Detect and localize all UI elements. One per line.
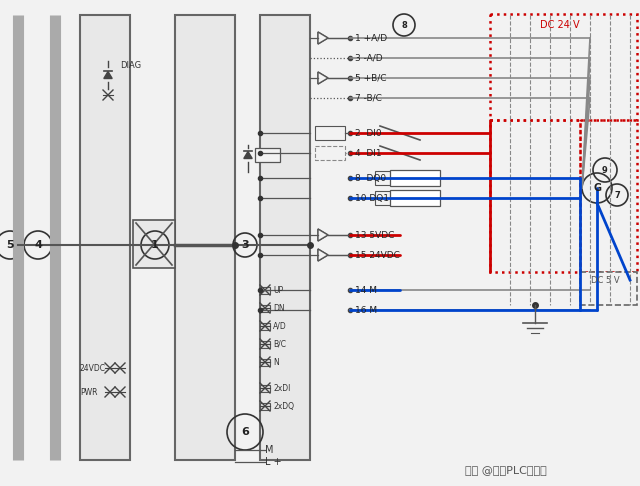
Bar <box>133 220 175 268</box>
Polygon shape <box>318 229 328 241</box>
Text: N: N <box>273 358 279 366</box>
Text: 4  DI1: 4 DI1 <box>355 149 381 157</box>
Polygon shape <box>318 32 328 44</box>
Bar <box>580 272 637 305</box>
Bar <box>580 120 637 272</box>
Text: 24VDC: 24VDC <box>80 364 106 372</box>
Text: M: M <box>265 445 273 455</box>
Polygon shape <box>318 249 328 261</box>
Bar <box>375 191 415 205</box>
Text: 16 M: 16 M <box>355 306 377 314</box>
Text: PWR: PWR <box>80 387 97 397</box>
Text: 3 -A/D: 3 -A/D <box>355 53 383 63</box>
Bar <box>490 120 580 272</box>
Text: 8: 8 <box>401 20 407 30</box>
Text: 15 24VDC: 15 24VDC <box>355 250 400 260</box>
Text: 7: 7 <box>614 191 620 199</box>
Bar <box>375 171 415 185</box>
Text: 14 M: 14 M <box>355 285 377 295</box>
Text: B/C: B/C <box>273 340 286 348</box>
Bar <box>260 15 310 460</box>
Text: G: G <box>593 183 601 193</box>
Text: 13 5VDC: 13 5VDC <box>355 230 394 240</box>
Polygon shape <box>104 71 112 79</box>
Polygon shape <box>318 72 328 84</box>
Bar <box>260 305 270 312</box>
Text: 8  DQ0: 8 DQ0 <box>355 174 386 183</box>
Polygon shape <box>318 32 328 44</box>
Text: DIAG: DIAG <box>120 60 141 69</box>
Text: 2xDQ: 2xDQ <box>273 401 294 411</box>
Text: DC 24 V: DC 24 V <box>540 20 580 30</box>
Bar <box>490 14 637 120</box>
Text: UP: UP <box>273 285 283 295</box>
Text: DC 5 V: DC 5 V <box>591 276 620 285</box>
Text: 6: 6 <box>241 427 249 437</box>
Text: DN: DN <box>273 303 285 312</box>
Bar <box>390 190 440 206</box>
Text: 2  DI0: 2 DI0 <box>355 128 381 138</box>
Bar <box>260 287 270 294</box>
Text: 头条 @工控PLC布道师: 头条 @工控PLC布道师 <box>465 465 547 475</box>
Bar <box>260 359 270 365</box>
Text: 9: 9 <box>602 166 608 174</box>
Polygon shape <box>244 152 252 158</box>
Text: A/D: A/D <box>273 322 287 330</box>
Bar <box>260 384 270 392</box>
Text: 5 +B/C: 5 +B/C <box>355 73 387 83</box>
Bar <box>255 148 280 162</box>
Text: 7 -B/C: 7 -B/C <box>355 93 382 103</box>
Polygon shape <box>318 229 328 241</box>
Bar <box>260 402 270 410</box>
Text: 3: 3 <box>241 240 249 250</box>
Bar <box>80 15 130 460</box>
Bar <box>390 170 440 186</box>
Text: L +: L + <box>265 457 282 467</box>
Bar <box>175 15 235 460</box>
Polygon shape <box>318 249 328 261</box>
Bar <box>315 126 345 140</box>
Bar <box>260 341 270 347</box>
Text: 10 DQ1: 10 DQ1 <box>355 193 389 203</box>
Bar <box>315 146 345 160</box>
Polygon shape <box>318 72 328 84</box>
Text: 1 +A/D: 1 +A/D <box>355 34 387 42</box>
Text: 1: 1 <box>151 240 159 250</box>
Text: 2xDI: 2xDI <box>273 383 291 393</box>
Text: 5: 5 <box>6 240 14 250</box>
Text: 4: 4 <box>34 240 42 250</box>
Bar <box>260 323 270 330</box>
